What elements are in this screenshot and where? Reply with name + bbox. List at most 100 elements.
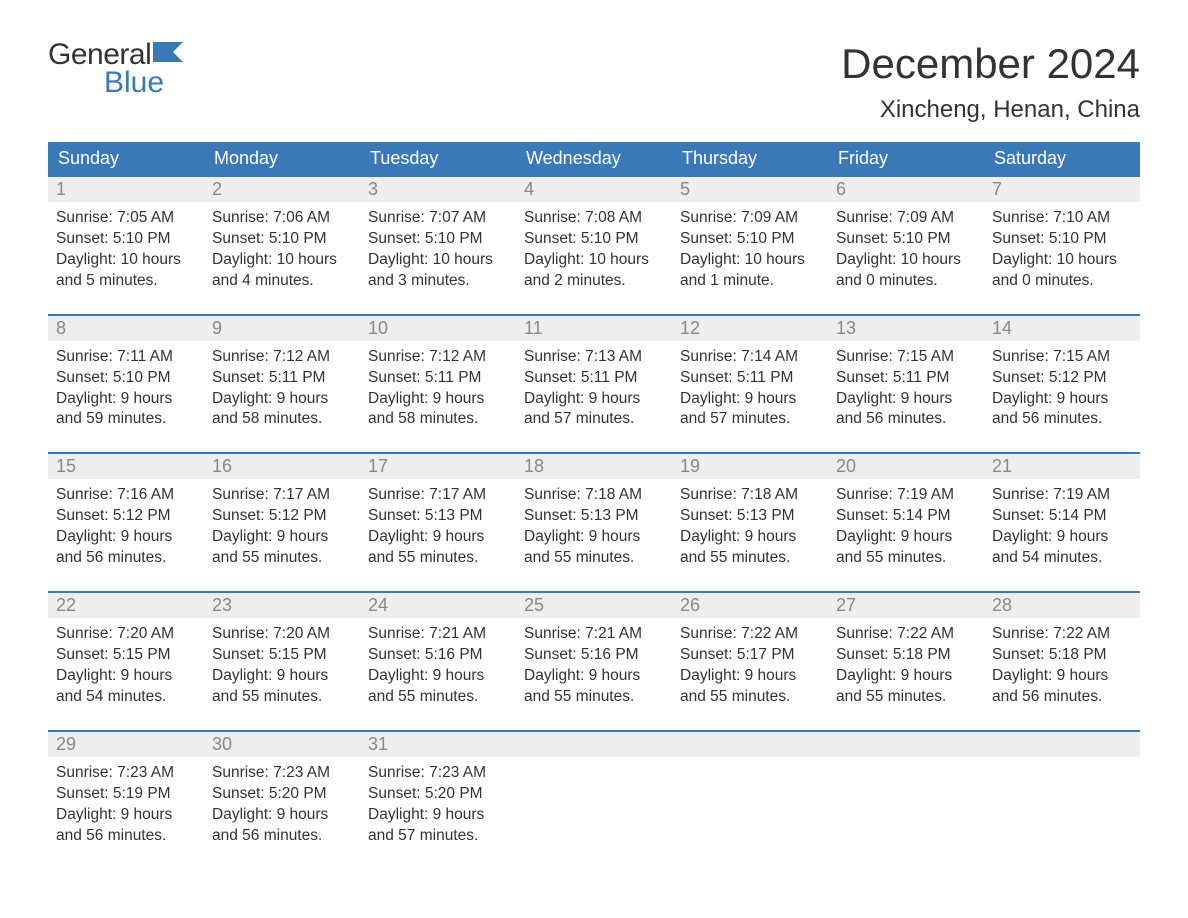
- daylight-line-1: Daylight: 9 hours: [992, 389, 1132, 410]
- day-cell: 18Sunrise: 7:18 AMSunset: 5:13 PMDayligh…: [516, 454, 672, 573]
- day-cell: 28Sunrise: 7:22 AMSunset: 5:18 PMDayligh…: [984, 593, 1140, 712]
- daylight-line-1: Daylight: 9 hours: [212, 527, 352, 548]
- day-number: 5: [672, 177, 828, 202]
- day-number: 18: [516, 454, 672, 479]
- sunset-line: Sunset: 5:10 PM: [56, 368, 196, 389]
- daylight-line-1: Daylight: 9 hours: [56, 389, 196, 410]
- day-number: 29: [48, 732, 204, 757]
- day-body: Sunrise: 7:15 AMSunset: 5:12 PMDaylight:…: [984, 341, 1140, 435]
- daylight-line-1: Daylight: 9 hours: [680, 527, 820, 548]
- day-body: Sunrise: 7:23 AMSunset: 5:20 PMDaylight:…: [204, 757, 360, 851]
- day-cell: 3Sunrise: 7:07 AMSunset: 5:10 PMDaylight…: [360, 177, 516, 296]
- day-cell: 14Sunrise: 7:15 AMSunset: 5:12 PMDayligh…: [984, 316, 1140, 435]
- weekday-header-cell: Monday: [204, 142, 360, 175]
- weekday-header-cell: Friday: [828, 142, 984, 175]
- day-body: Sunrise: 7:23 AMSunset: 5:20 PMDaylight:…: [360, 757, 516, 851]
- daylight-line-1: Daylight: 10 hours: [680, 250, 820, 271]
- sunset-line: Sunset: 5:10 PM: [56, 229, 196, 250]
- day-cell: 10Sunrise: 7:12 AMSunset: 5:11 PMDayligh…: [360, 316, 516, 435]
- sunrise-line: Sunrise: 7:22 AM: [680, 624, 820, 645]
- daylight-line-1: Daylight: 9 hours: [212, 805, 352, 826]
- brand-bottom-text: Blue: [48, 68, 187, 98]
- daylight-line-1: Daylight: 9 hours: [680, 389, 820, 410]
- sunrise-line: Sunrise: 7:11 AM: [56, 347, 196, 368]
- day-number: 16: [204, 454, 360, 479]
- day-number: 3: [360, 177, 516, 202]
- sunrise-line: Sunrise: 7:16 AM: [56, 485, 196, 506]
- weekday-header-row: SundayMondayTuesdayWednesdayThursdayFrid…: [48, 142, 1140, 175]
- daylight-line-2: and 55 minutes.: [524, 687, 664, 708]
- day-body: Sunrise: 7:13 AMSunset: 5:11 PMDaylight:…: [516, 341, 672, 435]
- daylight-line-2: and 0 minutes.: [836, 271, 976, 292]
- sunset-line: Sunset: 5:14 PM: [992, 506, 1132, 527]
- day-number: 11: [516, 316, 672, 341]
- weekday-header-cell: Sunday: [48, 142, 204, 175]
- sunrise-line: Sunrise: 7:05 AM: [56, 208, 196, 229]
- daylight-line-2: and 57 minutes.: [368, 826, 508, 847]
- daylight-line-1: Daylight: 9 hours: [368, 666, 508, 687]
- location-subtitle: Xincheng, Henan, China: [841, 96, 1140, 124]
- day-cell: 31Sunrise: 7:23 AMSunset: 5:20 PMDayligh…: [360, 732, 516, 851]
- sunrise-line: Sunrise: 7:22 AM: [836, 624, 976, 645]
- daylight-line-2: and 55 minutes.: [368, 548, 508, 569]
- sunset-line: Sunset: 5:19 PM: [56, 784, 196, 805]
- brand-logo: General Blue: [48, 40, 187, 98]
- daylight-line-1: Daylight: 9 hours: [56, 805, 196, 826]
- sunrise-line: Sunrise: 7:17 AM: [368, 485, 508, 506]
- sunset-line: Sunset: 5:16 PM: [368, 645, 508, 666]
- day-cell: 7Sunrise: 7:10 AMSunset: 5:10 PMDaylight…: [984, 177, 1140, 296]
- day-body: Sunrise: 7:12 AMSunset: 5:11 PMDaylight:…: [204, 341, 360, 435]
- day-body: Sunrise: 7:22 AMSunset: 5:18 PMDaylight:…: [984, 618, 1140, 712]
- sunrise-line: Sunrise: 7:23 AM: [368, 763, 508, 784]
- sunrise-line: Sunrise: 7:12 AM: [212, 347, 352, 368]
- daylight-line-2: and 58 minutes.: [212, 409, 352, 430]
- daylight-line-2: and 5 minutes.: [56, 271, 196, 292]
- daylight-line-1: Daylight: 10 hours: [212, 250, 352, 271]
- day-number: 13: [828, 316, 984, 341]
- daylight-line-1: Daylight: 9 hours: [680, 666, 820, 687]
- day-body: Sunrise: 7:12 AMSunset: 5:11 PMDaylight:…: [360, 341, 516, 435]
- day-cell: 1Sunrise: 7:05 AMSunset: 5:10 PMDaylight…: [48, 177, 204, 296]
- calendar: SundayMondayTuesdayWednesdayThursdayFrid…: [48, 142, 1140, 850]
- sunrise-line: Sunrise: 7:18 AM: [680, 485, 820, 506]
- title-block: December 2024 Xincheng, Henan, China: [841, 40, 1140, 124]
- daylight-line-2: and 56 minutes.: [56, 826, 196, 847]
- sunset-line: Sunset: 5:11 PM: [680, 368, 820, 389]
- weekday-header-cell: Thursday: [672, 142, 828, 175]
- sunset-line: Sunset: 5:15 PM: [56, 645, 196, 666]
- daylight-line-2: and 0 minutes.: [992, 271, 1132, 292]
- day-body: Sunrise: 7:17 AMSunset: 5:12 PMDaylight:…: [204, 479, 360, 573]
- daylight-line-2: and 57 minutes.: [524, 409, 664, 430]
- sunset-line: Sunset: 5:12 PM: [992, 368, 1132, 389]
- sunset-line: Sunset: 5:17 PM: [680, 645, 820, 666]
- sunrise-line: Sunrise: 7:21 AM: [368, 624, 508, 645]
- sunset-line: Sunset: 5:11 PM: [368, 368, 508, 389]
- day-number: 12: [672, 316, 828, 341]
- day-cell: 26Sunrise: 7:22 AMSunset: 5:17 PMDayligh…: [672, 593, 828, 712]
- day-cell: 15Sunrise: 7:16 AMSunset: 5:12 PMDayligh…: [48, 454, 204, 573]
- day-body: Sunrise: 7:21 AMSunset: 5:16 PMDaylight:…: [516, 618, 672, 712]
- day-body: Sunrise: 7:22 AMSunset: 5:18 PMDaylight:…: [828, 618, 984, 712]
- sunrise-line: Sunrise: 7:06 AM: [212, 208, 352, 229]
- sunset-line: Sunset: 5:15 PM: [212, 645, 352, 666]
- sunrise-line: Sunrise: 7:09 AM: [680, 208, 820, 229]
- day-body: Sunrise: 7:17 AMSunset: 5:13 PMDaylight:…: [360, 479, 516, 573]
- daylight-line-2: and 4 minutes.: [212, 271, 352, 292]
- daylight-line-2: and 56 minutes.: [212, 826, 352, 847]
- daylight-line-1: Daylight: 9 hours: [524, 666, 664, 687]
- sunset-line: Sunset: 5:12 PM: [212, 506, 352, 527]
- day-number: 30: [204, 732, 360, 757]
- day-body: Sunrise: 7:09 AMSunset: 5:10 PMDaylight:…: [672, 202, 828, 296]
- day-cell: 30Sunrise: 7:23 AMSunset: 5:20 PMDayligh…: [204, 732, 360, 851]
- day-cell: 6Sunrise: 7:09 AMSunset: 5:10 PMDaylight…: [828, 177, 984, 296]
- daylight-line-1: Daylight: 9 hours: [524, 389, 664, 410]
- day-cell: 11Sunrise: 7:13 AMSunset: 5:11 PMDayligh…: [516, 316, 672, 435]
- sunset-line: Sunset: 5:18 PM: [836, 645, 976, 666]
- sunset-line: Sunset: 5:10 PM: [524, 229, 664, 250]
- day-cell: 9Sunrise: 7:12 AMSunset: 5:11 PMDaylight…: [204, 316, 360, 435]
- daylight-line-1: Daylight: 9 hours: [992, 666, 1132, 687]
- weekday-header-cell: Tuesday: [360, 142, 516, 175]
- sunset-line: Sunset: 5:10 PM: [992, 229, 1132, 250]
- day-cell: 4Sunrise: 7:08 AMSunset: 5:10 PMDaylight…: [516, 177, 672, 296]
- day-body: Sunrise: 7:20 AMSunset: 5:15 PMDaylight:…: [48, 618, 204, 712]
